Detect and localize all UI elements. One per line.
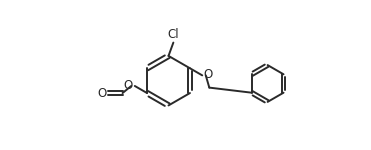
Text: Cl: Cl <box>168 28 179 41</box>
Text: O: O <box>124 79 133 92</box>
Text: O: O <box>204 68 213 81</box>
Text: O: O <box>98 87 107 100</box>
